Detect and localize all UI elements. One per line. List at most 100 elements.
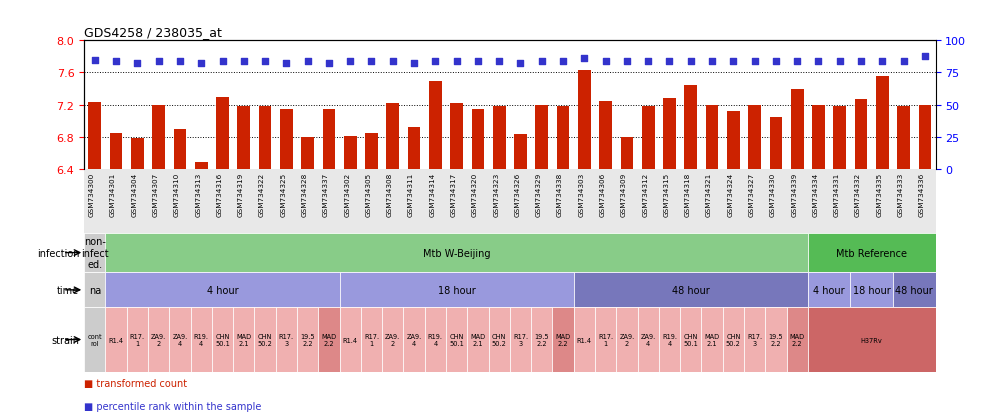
Text: GSM734318: GSM734318 <box>685 173 691 217</box>
Bar <box>344 137 356 169</box>
Point <box>896 59 912 65</box>
Text: GSM734327: GSM734327 <box>748 173 754 217</box>
Text: GSM734306: GSM734306 <box>600 173 606 217</box>
Bar <box>105 233 808 273</box>
Text: GSM734321: GSM734321 <box>706 173 712 217</box>
Bar <box>275 308 297 372</box>
Bar <box>404 308 425 372</box>
Point <box>619 59 635 65</box>
Text: na: na <box>89 285 101 295</box>
Text: GSM734310: GSM734310 <box>174 173 180 217</box>
Point <box>513 60 529 67</box>
Point <box>130 60 146 67</box>
Text: GSM734325: GSM734325 <box>280 173 286 217</box>
Point <box>448 59 464 65</box>
Text: CHN
50.2: CHN 50.2 <box>492 333 507 346</box>
Point <box>598 59 614 65</box>
Text: GSM734331: GSM734331 <box>834 173 840 217</box>
Bar <box>340 308 361 372</box>
Bar <box>386 104 399 169</box>
Point <box>768 59 784 65</box>
Bar <box>808 233 936 273</box>
Bar <box>574 273 808 308</box>
Text: ZA9.
4: ZA9. 4 <box>641 333 655 346</box>
Text: ZA9.
2: ZA9. 2 <box>385 333 400 346</box>
Bar <box>450 104 463 169</box>
Bar <box>152 105 165 169</box>
Bar <box>216 97 229 169</box>
Bar <box>489 308 510 372</box>
Bar <box>659 308 680 372</box>
Bar <box>642 107 654 169</box>
Bar <box>212 308 234 372</box>
Bar <box>84 308 105 372</box>
Text: 18 hour: 18 hour <box>852 285 891 295</box>
Point <box>704 59 720 65</box>
Bar <box>173 129 186 169</box>
Text: 18 hour: 18 hour <box>438 285 475 295</box>
Text: GSM734307: GSM734307 <box>152 173 158 217</box>
Text: GSM734319: GSM734319 <box>238 173 244 217</box>
Text: GSM734332: GSM734332 <box>855 173 861 217</box>
Bar <box>556 107 569 169</box>
Text: ■ transformed count: ■ transformed count <box>84 378 187 388</box>
Bar <box>105 308 127 372</box>
Text: infection: infection <box>37 248 79 258</box>
Bar <box>238 107 250 169</box>
Bar <box>854 100 867 169</box>
Text: Mtb W-Beijing: Mtb W-Beijing <box>423 248 490 258</box>
Bar <box>258 107 271 169</box>
Point <box>300 59 316 65</box>
Point <box>236 59 251 65</box>
Point <box>811 59 827 65</box>
Point <box>555 59 571 65</box>
Text: R17.
1: R17. 1 <box>130 333 145 346</box>
Text: ZA9.
2: ZA9. 2 <box>620 333 635 346</box>
Text: GSM734315: GSM734315 <box>663 173 669 217</box>
Bar <box>280 109 293 169</box>
Bar <box>536 105 548 169</box>
Text: R19.
4: R19. 4 <box>662 333 677 346</box>
Text: GSM734308: GSM734308 <box>387 173 393 217</box>
Bar <box>323 109 336 169</box>
Bar <box>301 137 314 169</box>
Point <box>215 59 231 65</box>
Text: GSM734339: GSM734339 <box>791 173 797 217</box>
Text: 19.5
2.2: 19.5 2.2 <box>535 333 549 346</box>
Text: R17.
3: R17. 3 <box>513 333 528 346</box>
Point <box>874 59 890 65</box>
Bar <box>365 134 378 169</box>
Bar <box>893 273 936 308</box>
Text: GSM734335: GSM734335 <box>876 173 882 217</box>
Point <box>789 59 805 65</box>
Text: R17.
3: R17. 3 <box>279 333 294 346</box>
Bar <box>744 308 765 372</box>
Text: 19.5
2.2: 19.5 2.2 <box>300 333 315 346</box>
Bar <box>195 163 208 169</box>
Text: CHN
50.1: CHN 50.1 <box>215 333 230 346</box>
Text: GDS4258 / 238035_at: GDS4258 / 238035_at <box>84 26 222 39</box>
Text: GSM734301: GSM734301 <box>110 173 116 217</box>
Bar <box>684 85 697 169</box>
Text: GSM734320: GSM734320 <box>472 173 478 217</box>
Bar <box>531 308 552 372</box>
Point <box>150 59 166 65</box>
Bar <box>425 308 446 372</box>
Bar <box>701 308 723 372</box>
Text: R19.
4: R19. 4 <box>428 333 443 346</box>
Text: 48 hour: 48 hour <box>895 285 934 295</box>
Point <box>108 59 124 65</box>
Text: GSM734333: GSM734333 <box>898 173 904 217</box>
Bar <box>850 273 893 308</box>
Bar <box>84 233 105 273</box>
Point <box>428 59 444 65</box>
Text: CHN
50.1: CHN 50.1 <box>683 333 698 346</box>
Text: ZA9.
4: ZA9. 4 <box>407 333 422 346</box>
Text: R1.4: R1.4 <box>343 337 357 343</box>
Text: non-
infect
ed.: non- infect ed. <box>81 236 109 270</box>
Point <box>746 59 762 65</box>
Bar <box>786 308 808 372</box>
Point <box>343 59 358 65</box>
Text: CHN
50.2: CHN 50.2 <box>726 333 741 346</box>
Bar <box>169 308 190 372</box>
